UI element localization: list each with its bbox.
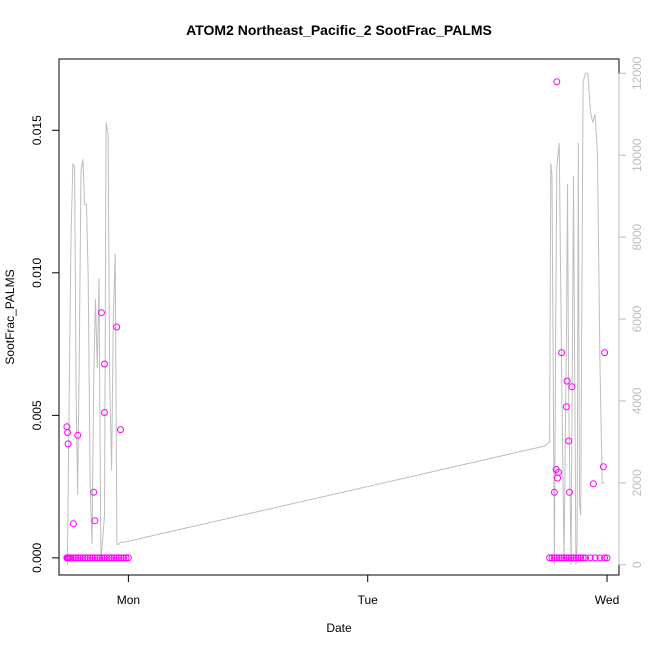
data-point: [77, 554, 84, 562]
data-point: [64, 440, 72, 448]
data-point: [565, 437, 573, 445]
data-point: [91, 554, 99, 562]
data-point: [596, 554, 604, 562]
right-y-tick-label: 6000: [630, 305, 644, 332]
data-point: [562, 403, 570, 411]
data-point: [546, 554, 554, 562]
data-point: [566, 488, 573, 496]
x-axis: Mon Tue Wed: [117, 574, 619, 607]
data-point: [603, 554, 611, 562]
data-point: [558, 349, 566, 357]
data-point: [101, 409, 108, 416]
data-point: [572, 554, 580, 562]
right-y-tick-label: 2000: [630, 469, 644, 496]
x-tick-label: Tue: [358, 593, 379, 607]
data-point: [89, 554, 96, 562]
y-tick-label: 0.010: [30, 257, 44, 287]
data-point: [110, 554, 118, 562]
y-axis: 0.000 0.005 0.010 0.015: [30, 115, 60, 573]
data-point: [93, 554, 101, 562]
data-point: [72, 554, 80, 562]
data-point: [558, 554, 566, 562]
data-point: [120, 554, 128, 562]
data-point: [570, 554, 577, 562]
data-point: [74, 431, 82, 439]
right-y-tick-label: 8000: [630, 223, 644, 250]
data-point: [599, 463, 607, 471]
data-point: [108, 554, 116, 562]
data-point: [117, 554, 125, 562]
data-point: [69, 554, 77, 562]
data-point: [565, 554, 573, 562]
data-point: [550, 554, 558, 562]
data-point: [105, 554, 113, 562]
data-point: [553, 554, 561, 562]
data-point: [90, 488, 98, 496]
data-point: [96, 554, 104, 562]
x-tick-label: Mon: [117, 593, 140, 607]
data-point: [550, 488, 558, 496]
right-y-axis: 0 2000 4000 6000 8000 10000 12000: [618, 56, 644, 568]
data-point: [124, 554, 132, 562]
data-point: [69, 520, 77, 528]
y-axis-label: SootFrac_PALMS: [3, 269, 17, 364]
data-point: [591, 554, 599, 562]
data-point: [560, 554, 568, 562]
x-tick-label: Wed: [595, 593, 619, 607]
chart-title: ATOM2 Northeast_Pacific_2 SootFrac_PALMS: [186, 22, 492, 38]
data-point: [117, 426, 124, 434]
data-point: [601, 554, 609, 562]
data-point: [589, 480, 597, 488]
data-point: [548, 554, 556, 562]
data-point: [582, 554, 589, 562]
data-point: [112, 554, 120, 562]
x-axis-label: Date: [326, 621, 352, 635]
data-point: [67, 554, 75, 562]
data-point: [122, 554, 130, 562]
data-point: [113, 323, 121, 331]
data-point: [563, 377, 571, 385]
y-tick-label: 0.005: [30, 400, 44, 430]
right-y-tick-label: 0: [630, 561, 644, 568]
data-point: [568, 383, 576, 391]
y-tick-label: 0.015: [30, 115, 44, 145]
data-point: [97, 309, 105, 317]
data-point: [577, 554, 585, 562]
data-point: [79, 554, 87, 562]
data-point: [601, 349, 609, 357]
data-point: [562, 554, 570, 562]
right-y-tick-label: 12000: [630, 56, 644, 90]
data-point: [91, 517, 99, 525]
data-point: [101, 554, 108, 562]
data-point: [86, 554, 94, 562]
data-point: [103, 554, 111, 562]
data-point: [64, 429, 72, 436]
data-point: [84, 554, 92, 562]
data-point: [81, 554, 89, 562]
right-y-tick-label: 4000: [630, 387, 644, 414]
data-point: [115, 554, 123, 562]
data-point: [579, 554, 587, 562]
y-tick-label: 0.000: [30, 543, 44, 573]
data-point: [555, 554, 563, 562]
data-point: [101, 360, 108, 368]
points-layer: [63, 78, 611, 562]
data-point: [586, 554, 594, 562]
altitude-line-layer: [66, 72, 605, 565]
data-point: [567, 554, 575, 562]
data-point: [74, 554, 82, 562]
data-point: [553, 78, 561, 86]
right-y-tick-label: 10000: [630, 138, 644, 172]
data-point: [574, 554, 582, 562]
altitude-line: [66, 72, 605, 565]
data-point: [555, 468, 562, 476]
data-point: [98, 554, 106, 562]
